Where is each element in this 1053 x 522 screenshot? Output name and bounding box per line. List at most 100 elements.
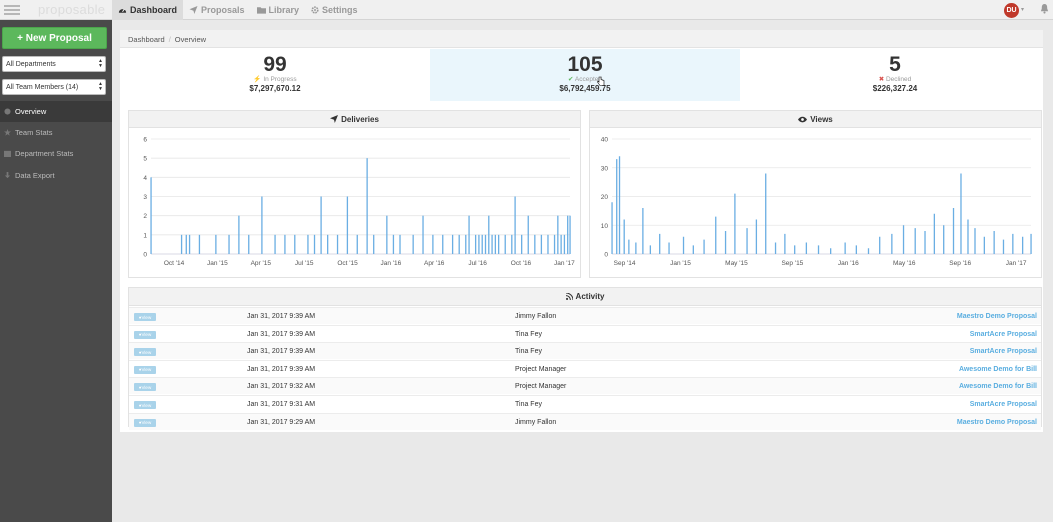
department-select[interactable]: All Departments ▲ ▼ [2,56,106,72]
deliveries-header: Deliveries [129,111,580,128]
stat-accepted[interactable]: 105 ✔ Accepted $6,792,459.75 [430,49,740,101]
deliveries-y-tick: 0 [143,252,147,259]
deliveries-bar [215,234,217,254]
deliveries-y-tick: 6 [143,137,147,144]
deliveries-x-tick: Apr '15 [251,260,272,267]
view-badge[interactable]: ● View [134,313,156,321]
breadcrumb: Dashboard / Overview [120,30,1043,48]
proposal-link[interactable]: SmartAcre Proposal [969,330,1037,338]
nav-settings[interactable]: Settings [305,0,364,20]
views-bar [924,231,926,254]
deliveries-bar [346,196,349,254]
stat-label: Declined [885,76,912,83]
deliveries-bar [392,234,395,254]
chevron-down-icon[interactable]: ▾ [1021,7,1025,13]
activity-row: ● View Jan 31, 2017 9:31 AM Tina Fey SmartA… [129,395,1041,412]
view-badge[interactable]: ● View [134,401,156,409]
select-arrows-icon: ▲ ▼ [98,81,103,92]
stat-label: In Progress [263,76,297,83]
proposal-link[interactable]: SmartAcre Proposal [969,348,1037,356]
breadcrumb-dashboard[interactable]: Dashboard [128,35,165,44]
deliveries-bar [481,234,483,254]
sidebar-item-team-stats[interactable]: Team Stats [0,122,112,143]
new-proposal-button[interactable]: + New Proposal [2,27,107,49]
team-member-select[interactable]: All Team Members (14) ▲ ▼ [2,79,106,95]
brand-logo[interactable]: proposable [38,2,106,17]
deliveries-y-tick: 3 [143,194,147,201]
deliveries-bar [373,234,375,254]
hamburger-menu-icon[interactable] [4,3,20,17]
user-avatar[interactable]: DU [1004,3,1019,18]
views-bar [902,225,905,254]
deliveries-bar [248,234,250,254]
x-icon: ✖ [878,76,885,83]
views-bar [616,159,618,254]
view-badge[interactable]: ● View [134,348,156,357]
activity-row: ● View Jan 31, 2017 9:39 AM Tina Fey SmartA… [129,324,1041,342]
views-bar [943,225,945,254]
nav-dashboard[interactable]: Dashboard [112,0,184,20]
deliveries-bar [553,234,556,254]
sidebar-item-data-export[interactable]: Data Export [0,165,112,186]
deliveries-bar [465,234,467,254]
proposal-link[interactable]: Awesome Demo for Bill [958,383,1037,391]
deliveries-bar [228,234,230,254]
views-bar [817,245,820,254]
views-bar [724,231,727,254]
deliveries-bar [422,215,424,254]
deliveries-bar [563,234,566,254]
views-x-tick: Jan '17 [1006,260,1027,267]
deliveries-bar [320,196,322,254]
stat-label: Accepted [574,76,602,83]
view-badge[interactable]: ● View [134,383,156,392]
proposal-link[interactable]: Maestro Demo Proposal [956,418,1037,426]
views-y-tick: 20 [601,194,609,201]
proposal-link[interactable]: SmartAcre Proposal [969,401,1037,408]
deliveries-bar [238,215,240,254]
sidebar-item-overview[interactable]: Overview [0,101,112,122]
view-badge[interactable]: ● View [134,330,156,339]
views-y-tick: 0 [604,252,608,259]
gear-icon [311,6,319,14]
deliveries-bar [569,215,571,254]
views-bar [844,242,846,254]
deliveries-y-tick: 2 [143,213,147,220]
main-nav: Dashboard Proposals Library Settings [112,0,364,20]
sidebar-item-department-stats[interactable]: Department Stats [0,143,112,164]
deliveries-bar [313,234,316,254]
views-bar [983,236,985,254]
deliveries-bar [386,215,388,254]
views-header: Views [590,111,1041,128]
proposal-link[interactable]: Awesome Demo for Bill [958,365,1037,373]
deliveries-bar [261,196,263,254]
views-panel: Views 0 10 20 30 40 Sep '14 Jan '15 May '15 Sep … [589,110,1042,278]
activity-user: Project Manager [515,383,567,391]
views-bar [805,242,808,254]
views-bar [933,213,936,254]
deliveries-bar [198,234,201,254]
view-badge[interactable]: ● View [134,418,156,427]
views-bar [715,216,717,254]
views-bar [914,228,916,254]
nav-proposals[interactable]: Proposals [183,0,251,20]
views-bar [703,239,705,254]
views-y-tick: 40 [601,137,609,144]
stat-in-progress[interactable]: 99 ⚡ In Progress $7,297,670.12 [120,49,430,101]
activity-date: Jan 31, 2017 9:39 AM [247,330,316,338]
views-x-tick: Jan '15 [670,260,691,267]
proposal-link[interactable]: Maestro Demo Proposal [956,313,1037,320]
nav-library[interactable]: Library [251,0,306,20]
bell-icon[interactable] [1040,3,1049,14]
views-bar [974,228,976,254]
views-bar [867,248,870,254]
views-bar [967,219,969,254]
views-bar [879,236,881,254]
deliveries-bar [540,234,543,254]
views-x-tick: Sep '16 [949,260,971,267]
deliveries-bar [451,234,454,254]
deliveries-bar [150,177,152,254]
view-badge[interactable]: ● View [134,365,156,374]
activity-user: Project Manager [515,365,567,373]
views-bar [611,202,613,254]
stat-declined[interactable]: 5 ✖ Declined $226,327.24 [740,49,1050,101]
